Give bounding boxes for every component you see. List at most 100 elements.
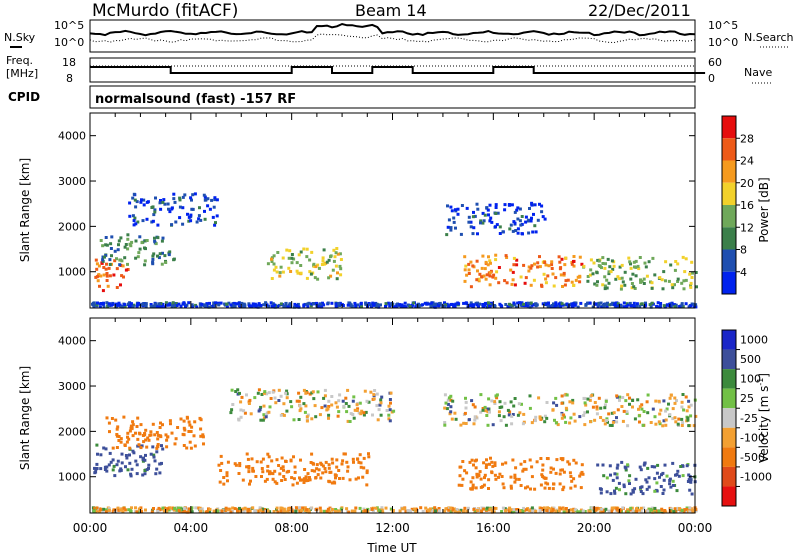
power-cell xyxy=(589,258,593,262)
power-cell xyxy=(118,263,122,267)
velocity-cell xyxy=(661,471,665,475)
power-cell xyxy=(117,239,121,243)
power-cell xyxy=(310,250,314,254)
velocity-cell xyxy=(139,455,143,459)
power-cell xyxy=(586,279,590,283)
velocity-cell xyxy=(99,453,103,457)
power-cell xyxy=(314,265,318,269)
power-cell xyxy=(582,264,586,268)
freq-panel-frame xyxy=(89,57,696,83)
velocity-cell xyxy=(565,393,569,397)
velocity-cell xyxy=(521,469,525,473)
power-cell xyxy=(661,287,665,291)
velocity-cell xyxy=(688,510,692,514)
velocity-cell xyxy=(139,506,143,510)
velocity-cell xyxy=(610,424,614,427)
velocity-cell xyxy=(513,510,517,514)
power-cell xyxy=(276,305,280,308)
velocity-cell xyxy=(251,469,255,473)
velocity-cell xyxy=(662,478,666,482)
velocity-cell xyxy=(268,470,272,474)
power-cell xyxy=(528,207,531,210)
velocity-cell xyxy=(447,508,451,512)
power-cell xyxy=(271,305,275,309)
colorbar-tick-label: -500 xyxy=(740,451,765,464)
velocity-cell xyxy=(303,410,307,414)
power-cell xyxy=(584,303,588,307)
power-cell xyxy=(650,301,654,305)
velocity-cell xyxy=(291,483,295,487)
velocity-cell xyxy=(251,466,255,470)
velocity-cell xyxy=(294,509,298,513)
power-cell xyxy=(463,279,467,283)
power-cell xyxy=(472,210,475,214)
velocity-cell xyxy=(521,510,525,514)
power-cell xyxy=(114,305,118,309)
velocity-cell xyxy=(187,507,191,511)
velocity-cell xyxy=(241,478,245,482)
velocity-cell xyxy=(315,463,319,467)
velocity-cell xyxy=(131,449,135,453)
power-cell xyxy=(288,249,292,253)
velocity-cell xyxy=(466,506,470,510)
power-cell xyxy=(317,266,321,270)
x-tick-label: 04:00 xyxy=(174,521,209,535)
velocity-cell xyxy=(130,425,134,429)
power-cell xyxy=(293,305,296,309)
velocity-cell xyxy=(117,439,121,442)
power-cell xyxy=(103,255,106,259)
velocity-cell xyxy=(156,433,160,437)
power-cell xyxy=(680,303,684,307)
velocity-cell xyxy=(156,443,160,446)
power-cell xyxy=(335,247,339,250)
velocity-cell xyxy=(243,411,247,415)
power-cell xyxy=(156,236,160,240)
velocity-cell xyxy=(488,410,491,414)
velocity-cell xyxy=(547,507,551,511)
power-cell xyxy=(151,254,155,258)
power-cell xyxy=(689,284,692,288)
power-cell xyxy=(678,305,682,309)
velocity-cell xyxy=(353,408,357,412)
power-cell xyxy=(318,302,322,306)
velocity-cell xyxy=(645,480,649,484)
velocity-cell xyxy=(615,394,619,398)
velocity-cell xyxy=(387,417,391,421)
power-cell xyxy=(203,217,207,221)
power-cell xyxy=(126,233,130,237)
velocity-cell xyxy=(168,419,172,423)
velocity-cell xyxy=(149,430,153,434)
power-panel-frame xyxy=(89,112,696,309)
power-cell xyxy=(167,253,171,257)
power-cell xyxy=(664,279,667,283)
velocity-cell xyxy=(653,477,657,481)
power-cell xyxy=(186,212,189,216)
power-cell xyxy=(284,301,288,305)
power-cell xyxy=(682,287,686,291)
velocity-cell xyxy=(669,393,673,397)
velocity-cell xyxy=(605,419,608,422)
velocity-cell xyxy=(165,509,169,513)
power-cell xyxy=(108,274,112,278)
power-cell xyxy=(115,257,118,261)
power-cell xyxy=(269,301,273,305)
velocity-cell xyxy=(236,388,240,392)
power-cell xyxy=(114,302,118,306)
velocity-cell xyxy=(115,427,119,431)
velocity-cell xyxy=(290,510,294,514)
velocity-cell xyxy=(283,478,287,481)
velocity-cell xyxy=(639,486,643,490)
power-cell xyxy=(295,261,299,265)
velocity-cell xyxy=(305,419,309,423)
velocity-cell xyxy=(560,416,564,420)
power-cell xyxy=(115,267,119,271)
velocity-cell xyxy=(130,506,133,510)
power-cell xyxy=(217,303,221,307)
velocity-cell xyxy=(160,444,163,448)
power-cell xyxy=(530,203,534,207)
velocity-cell xyxy=(345,460,349,464)
power-cell xyxy=(486,208,490,212)
velocity-cell xyxy=(674,473,677,477)
power-cell xyxy=(562,271,566,275)
power-cell xyxy=(511,303,515,307)
